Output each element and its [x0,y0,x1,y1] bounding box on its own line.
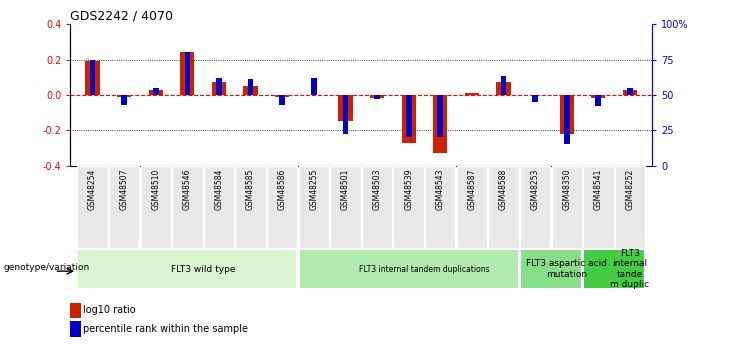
Text: FLT3
internal
tande
m duplic: FLT3 internal tande m duplic [611,249,650,289]
FancyBboxPatch shape [456,166,487,248]
Text: GSM48503: GSM48503 [373,169,382,210]
Bar [437,95,443,137]
Bar [433,95,448,153]
Bar [85,61,99,95]
Bar [591,95,605,98]
Bar [244,86,258,95]
Text: GSM48543: GSM48543 [436,169,445,210]
Bar [117,95,131,97]
Text: FLT3 wild type: FLT3 wild type [171,265,236,274]
Text: GSM48507: GSM48507 [119,169,129,210]
Bar [339,95,353,121]
Bar [180,52,194,95]
Bar [212,82,226,95]
Text: GSM48255: GSM48255 [309,169,319,210]
Text: GDS2242 / 4070: GDS2242 / 4070 [70,10,173,23]
Bar [342,95,348,135]
FancyBboxPatch shape [330,166,361,248]
FancyBboxPatch shape [520,249,582,289]
Text: GSM48510: GSM48510 [151,169,160,210]
Bar [501,77,506,95]
Bar [596,95,601,106]
FancyBboxPatch shape [583,166,614,248]
FancyBboxPatch shape [551,166,582,248]
Bar [122,95,127,105]
Bar [496,82,511,95]
Bar [90,59,96,95]
FancyBboxPatch shape [299,249,519,289]
Text: GSM48587: GSM48587 [468,169,476,210]
Text: GSM48585: GSM48585 [246,169,255,210]
Bar [627,88,633,95]
FancyBboxPatch shape [236,166,266,248]
Bar [247,79,253,95]
Text: GSM48252: GSM48252 [625,169,634,210]
FancyBboxPatch shape [488,166,519,248]
FancyBboxPatch shape [425,166,456,248]
FancyBboxPatch shape [267,166,297,248]
Text: FLT3 internal tandem duplications: FLT3 internal tandem duplications [359,265,490,274]
Text: log10 ratio: log10 ratio [83,305,136,315]
FancyBboxPatch shape [204,166,234,248]
FancyBboxPatch shape [520,166,551,248]
FancyBboxPatch shape [172,166,202,248]
Bar [402,95,416,142]
FancyBboxPatch shape [77,249,297,289]
Text: GSM48253: GSM48253 [531,169,539,210]
Text: GSM48541: GSM48541 [594,169,603,210]
Bar [370,95,384,98]
Bar [275,95,289,97]
Bar [311,78,316,95]
FancyBboxPatch shape [109,166,139,248]
Text: GSM48588: GSM48588 [499,169,508,210]
Text: GSM48586: GSM48586 [278,169,287,210]
Bar [279,95,285,105]
FancyBboxPatch shape [583,249,645,289]
Bar [623,90,637,95]
FancyBboxPatch shape [299,166,329,248]
Bar [374,95,380,99]
Text: genotype/variation: genotype/variation [4,263,90,272]
FancyBboxPatch shape [362,166,392,248]
Bar [70,322,81,337]
Bar [70,303,81,318]
Text: FLT3 aspartic acid
mutation: FLT3 aspartic acid mutation [526,259,607,279]
Bar [564,95,570,145]
Bar [406,95,411,137]
Bar [465,93,479,95]
Bar [153,88,159,95]
FancyBboxPatch shape [615,166,645,248]
Bar [149,90,163,95]
Text: GSM48539: GSM48539 [404,169,413,210]
Bar [185,52,190,95]
Text: GSM48350: GSM48350 [562,169,571,210]
Text: GSM48584: GSM48584 [214,169,224,210]
Text: percentile rank within the sample: percentile rank within the sample [83,324,248,334]
Bar [216,78,222,95]
Bar [559,95,574,134]
FancyBboxPatch shape [141,166,171,248]
Text: GSM48254: GSM48254 [88,169,97,210]
FancyBboxPatch shape [393,166,424,248]
Text: GSM48501: GSM48501 [341,169,350,210]
Bar [532,95,538,102]
Text: GSM48546: GSM48546 [183,169,192,210]
FancyBboxPatch shape [77,166,107,248]
